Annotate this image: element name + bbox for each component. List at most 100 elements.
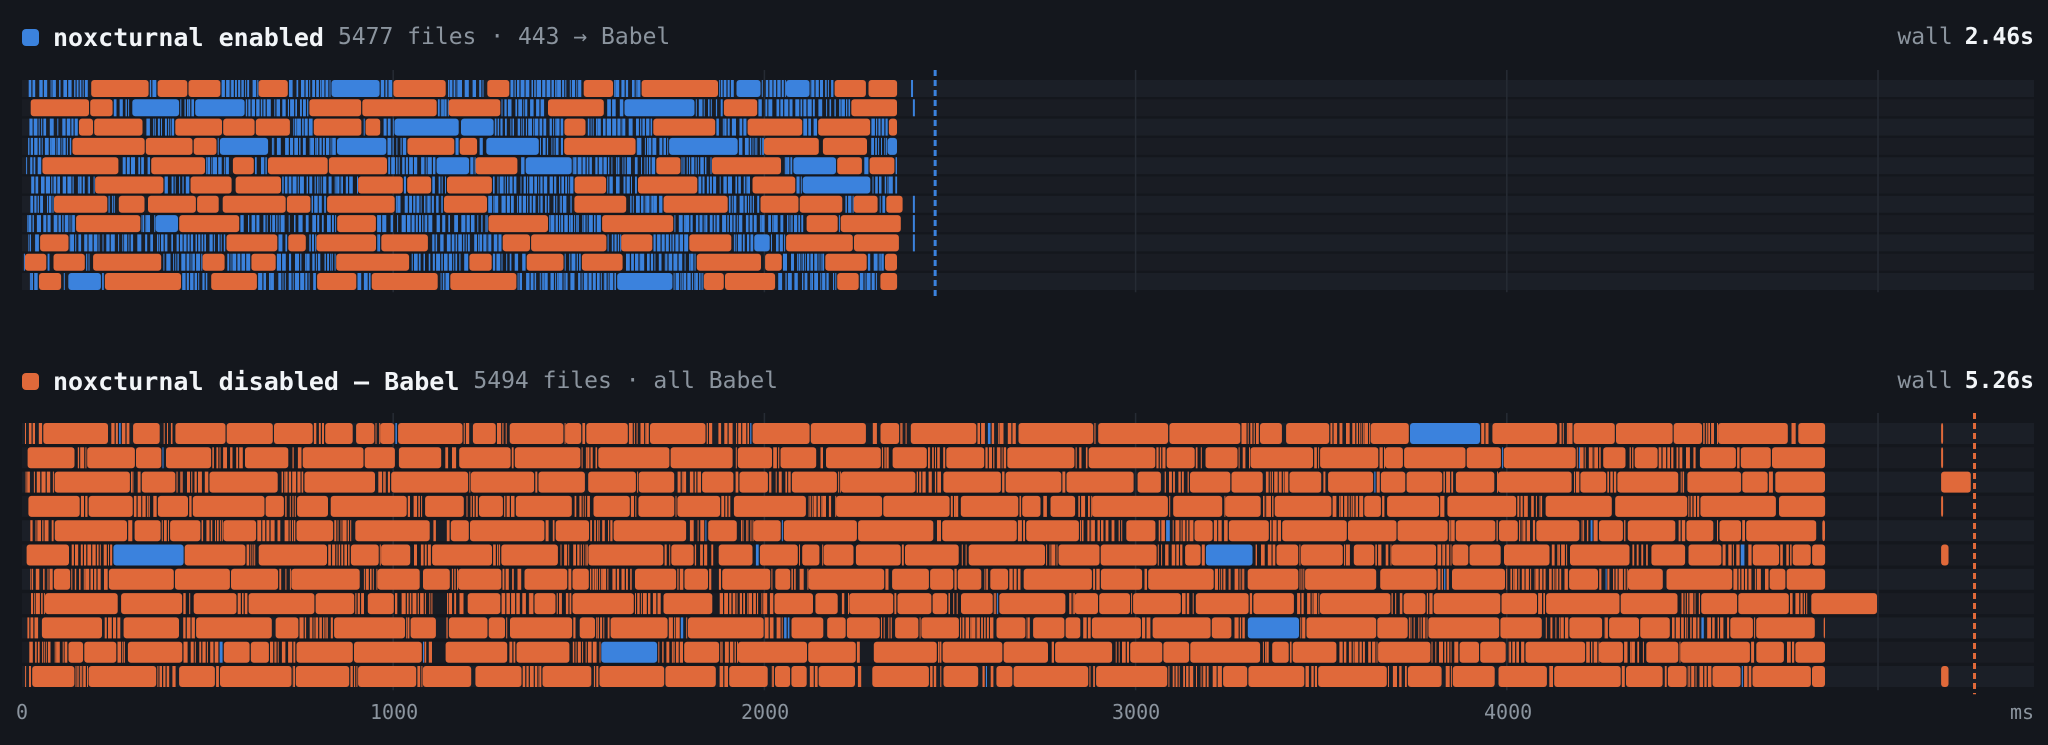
task-bar bbox=[1613, 568, 1615, 590]
task-bar bbox=[565, 176, 568, 194]
task-bar bbox=[1730, 617, 1753, 639]
task-bar bbox=[1496, 520, 1498, 542]
task-bar bbox=[504, 99, 507, 117]
task-bar bbox=[47, 641, 51, 663]
task-bar bbox=[309, 617, 313, 639]
task-bar bbox=[507, 176, 509, 194]
task-bar bbox=[727, 118, 730, 136]
task-bar bbox=[1428, 617, 1500, 639]
task-bar bbox=[574, 215, 576, 233]
task-bar bbox=[670, 234, 672, 252]
task-bar bbox=[1404, 447, 1466, 469]
task-bar bbox=[601, 641, 658, 663]
task-bar bbox=[1278, 471, 1282, 493]
worker-lane bbox=[22, 215, 2034, 233]
task-bar bbox=[381, 234, 428, 252]
task-bar bbox=[996, 447, 998, 469]
task-bar bbox=[535, 471, 538, 493]
task-bar bbox=[848, 195, 852, 213]
task-bar bbox=[402, 157, 405, 175]
task-bar bbox=[1748, 568, 1752, 590]
task-bar bbox=[1790, 544, 1792, 566]
task-bar bbox=[145, 234, 148, 252]
task-bar bbox=[1276, 544, 1299, 566]
task-bar bbox=[448, 99, 501, 117]
task-bar bbox=[324, 253, 326, 271]
task-bar bbox=[62, 641, 64, 663]
task-bar bbox=[689, 471, 694, 493]
task-bar bbox=[894, 593, 897, 615]
task-bar bbox=[753, 215, 757, 233]
task-bar bbox=[652, 195, 653, 213]
task-bar bbox=[637, 471, 639, 493]
task-bar bbox=[390, 215, 393, 233]
task-bar bbox=[688, 617, 764, 639]
task-bar bbox=[1556, 568, 1559, 590]
task-bar bbox=[731, 195, 733, 213]
task-bar bbox=[332, 544, 336, 566]
task-bar bbox=[407, 495, 410, 517]
task-bar bbox=[744, 195, 747, 213]
task-bar bbox=[1224, 495, 1226, 517]
task-bar bbox=[646, 157, 648, 175]
task-bar bbox=[453, 80, 456, 97]
task-bar bbox=[545, 195, 547, 213]
task-bar bbox=[1812, 666, 1825, 687]
task-bar bbox=[277, 641, 279, 663]
task-bar bbox=[657, 234, 661, 252]
task-bar bbox=[733, 234, 735, 252]
task-bar bbox=[544, 273, 548, 290]
task-bar bbox=[943, 666, 979, 687]
task-bar bbox=[999, 423, 1004, 444]
task-bar bbox=[709, 423, 713, 444]
task-bar bbox=[327, 253, 329, 271]
task-bar bbox=[1624, 520, 1626, 542]
task-bar bbox=[447, 176, 492, 194]
task-bar bbox=[1301, 568, 1303, 590]
task-bar bbox=[737, 641, 738, 663]
task-bar bbox=[188, 80, 221, 97]
task-bar bbox=[937, 471, 941, 493]
task-bar bbox=[690, 215, 693, 233]
task-bar bbox=[75, 666, 77, 687]
task-bar bbox=[706, 176, 709, 194]
task-bar bbox=[1700, 495, 1776, 517]
task-bar bbox=[1234, 617, 1239, 639]
task-bar bbox=[479, 80, 482, 97]
task-bar bbox=[820, 253, 822, 271]
task-bar bbox=[641, 80, 718, 97]
task-bar bbox=[198, 471, 202, 493]
task-bar bbox=[1348, 495, 1350, 517]
task-bar bbox=[597, 118, 601, 136]
task-bar bbox=[1701, 617, 1704, 639]
task-bar bbox=[1578, 447, 1580, 469]
task-bar bbox=[826, 99, 828, 117]
task-bar bbox=[1182, 593, 1186, 615]
task-bar bbox=[587, 118, 590, 136]
task-bar bbox=[102, 273, 104, 290]
task-bar bbox=[324, 617, 326, 639]
task-bar bbox=[593, 666, 596, 687]
task-bar bbox=[475, 666, 522, 687]
task-bar bbox=[445, 447, 449, 469]
task-bar bbox=[1242, 617, 1245, 639]
task-bar bbox=[292, 273, 294, 290]
task-bar bbox=[231, 80, 234, 97]
task-bar bbox=[1736, 544, 1740, 566]
task-bar bbox=[132, 471, 134, 493]
task-bar bbox=[530, 593, 534, 615]
task-bar bbox=[608, 520, 610, 542]
task-bar bbox=[724, 666, 728, 687]
task-bar bbox=[319, 617, 322, 639]
task-bar bbox=[1451, 520, 1455, 542]
task-bar bbox=[1303, 568, 1305, 590]
task-bar bbox=[815, 80, 819, 97]
task-bar bbox=[1213, 520, 1218, 542]
task-bar bbox=[290, 99, 295, 117]
task-bar bbox=[572, 157, 574, 175]
task-bar bbox=[152, 80, 157, 97]
task-bar bbox=[1811, 593, 1877, 615]
task-bar bbox=[1646, 544, 1648, 566]
task-bar bbox=[622, 118, 626, 136]
task-bar bbox=[308, 118, 313, 136]
